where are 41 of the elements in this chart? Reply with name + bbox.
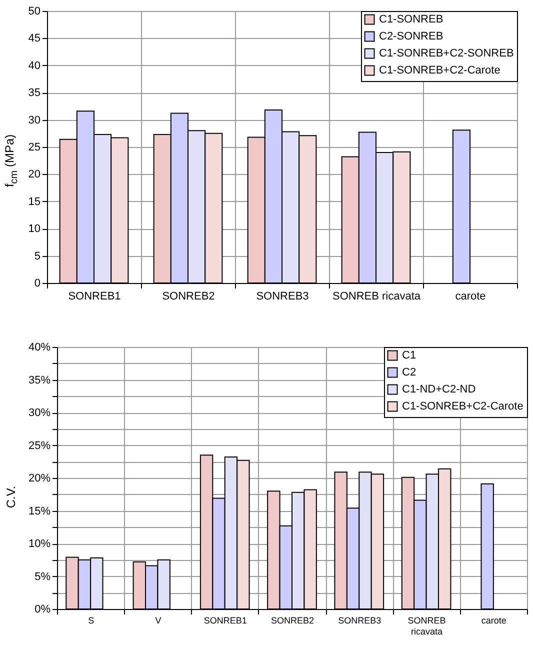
x-tick-label: SONREB2 xyxy=(270,616,314,626)
x-tick-label: SONREB1 xyxy=(68,290,121,302)
legend-label: C2-SONREB xyxy=(379,30,444,42)
x-tick-label: SONREB2 xyxy=(162,290,215,302)
y-tick-label: 0 xyxy=(34,278,40,290)
legend-label: C1-SONREB xyxy=(379,14,444,26)
y-axis-title: C.V. xyxy=(4,485,18,508)
y-tick-label: 45 xyxy=(28,32,40,45)
y-tick-label: 40% xyxy=(28,342,51,354)
legend-label: C1 xyxy=(402,350,416,362)
legend-label: C1-SONREB+C2-Carote xyxy=(379,64,500,76)
x-tick-label: SONREB ricavata xyxy=(408,616,446,636)
legend-label: C2 xyxy=(402,366,416,378)
x-tick-label: carote xyxy=(455,290,486,302)
y-tick-label: 40 xyxy=(28,60,40,72)
x-tick-label: SONREB ricavata xyxy=(332,290,422,302)
x-tick-label: carote xyxy=(481,616,506,626)
y-tick-label: 10 xyxy=(28,223,40,236)
y-tick-label: 5 xyxy=(34,250,40,262)
y-tick-label: 35 xyxy=(28,87,40,100)
y-tick-label: 25 xyxy=(28,142,40,154)
y-tick-label: 5% xyxy=(34,570,51,583)
legend-label: C1-SONREB+C2-SONREB xyxy=(379,48,514,60)
y-tick-label: 10% xyxy=(28,538,51,550)
y-tick-label: 20% xyxy=(28,472,51,484)
y-tick-label: 20 xyxy=(28,168,40,181)
y-tick-label: 15% xyxy=(28,505,51,518)
x-tick-label: S xyxy=(88,616,94,626)
y-tick-label: 25% xyxy=(28,440,51,452)
y-tick-label: 50 xyxy=(28,6,40,18)
legend-label: C1-SONREB+C2-Carote xyxy=(402,400,524,412)
legend-label: C1-ND+C2-ND xyxy=(402,384,476,396)
y-tick-label: 30 xyxy=(28,114,40,126)
x-tick-label: SONREB1 xyxy=(204,616,247,626)
y-tick-label: 15 xyxy=(28,196,40,208)
x-tick-label: SONREB3 xyxy=(338,616,382,626)
x-tick-label: SONREB3 xyxy=(256,290,309,302)
y-tick-label: 35% xyxy=(28,374,51,386)
x-tick-label: V xyxy=(155,616,162,626)
y-tick-label: 30% xyxy=(28,407,51,419)
y-tick-label: 0% xyxy=(34,604,51,616)
